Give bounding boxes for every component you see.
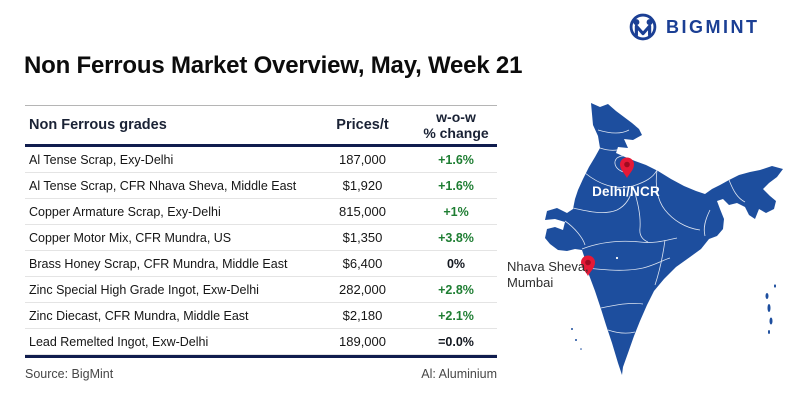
price-cell: $1,920 bbox=[342, 178, 383, 193]
price-cell: 189,000 bbox=[339, 334, 386, 349]
price-cell: 187,000 bbox=[339, 152, 386, 167]
grade-cell: Al Tense Scrap, Exy-Delhi bbox=[29, 152, 174, 167]
table-row: Copper Motor Mix, CFR Mundra, US $1,350 … bbox=[25, 225, 497, 251]
prices-table: Non Ferrous grades Prices/t w-o-w % chan… bbox=[25, 105, 497, 381]
india-landmass bbox=[545, 103, 783, 375]
price-cell: $2,180 bbox=[342, 308, 383, 323]
header-change-line2: % change bbox=[423, 125, 489, 141]
grade-cell: Lead Remelted Ingot, Exw-Delhi bbox=[29, 334, 209, 349]
delhi-label: Delhi/NCR bbox=[592, 184, 660, 199]
change-cell: +1% bbox=[443, 204, 469, 219]
nhava-sheva-label: Nhava Sheva, Mumbai bbox=[507, 259, 602, 292]
change-cell: +2.8% bbox=[438, 282, 474, 297]
change-cell: +3.8% bbox=[438, 230, 474, 245]
india-map: Delhi/NCR Nhava Sheva, Mumbai bbox=[505, 90, 800, 400]
price-cell: $1,350 bbox=[342, 230, 383, 245]
table-row: Lead Remelted Ingot, Exw-Delhi 189,000 =… bbox=[25, 329, 497, 355]
table-header-row: Non Ferrous grades Prices/t w-o-w % chan… bbox=[25, 105, 497, 147]
delhi-pin-icon bbox=[620, 157, 634, 178]
table-row: Copper Armature Scrap, Exy-Delhi 815,000… bbox=[25, 199, 497, 225]
state-borders bbox=[564, 129, 746, 334]
legend-note: Al: Aluminium bbox=[421, 367, 497, 381]
source-note: Source: BigMint bbox=[25, 367, 114, 381]
page-title: Non Ferrous Market Overview, May, Week 2… bbox=[24, 52, 523, 79]
change-cell: 0% bbox=[446, 256, 466, 271]
grade-cell: Zinc Special High Grade Ingot, Exw-Delhi bbox=[29, 282, 259, 297]
brand-logo: BIGMINT bbox=[628, 12, 760, 42]
bigmint-logo-icon bbox=[629, 13, 657, 41]
price-cell: 815,000 bbox=[339, 204, 386, 219]
grade-cell: Copper Motor Mix, CFR Mundra, US bbox=[29, 230, 232, 245]
price-cell: $6,400 bbox=[342, 256, 383, 271]
change-cell: +1.6% bbox=[438, 152, 474, 167]
table-row: Zinc Special High Grade Ingot, Exw-Delhi… bbox=[25, 277, 497, 303]
grade-cell: Copper Armature Scrap, Exy-Delhi bbox=[29, 204, 221, 219]
table-row: Zinc Diecast, CFR Mundra, Middle East $2… bbox=[25, 303, 497, 329]
price-cell: 282,000 bbox=[339, 282, 386, 297]
header-prices: Prices/t bbox=[336, 117, 389, 133]
nhava-sheva-label-line1: Nhava Sheva, bbox=[507, 259, 589, 274]
header-grades: Non Ferrous grades bbox=[29, 117, 167, 133]
lakshadweep-islands bbox=[571, 328, 582, 350]
table-bottom-rule bbox=[25, 355, 497, 358]
brand-name: BIGMINT bbox=[666, 16, 760, 37]
change-cell: +1.6% bbox=[438, 178, 474, 193]
mumbai-pin-icon bbox=[581, 255, 595, 276]
table-row: Brass Honey Scrap, CFR Mundra, Middle Ea… bbox=[25, 251, 497, 277]
india-map-svg bbox=[545, 103, 783, 375]
change-cell: +2.1% bbox=[438, 308, 474, 323]
change-cell: =0.0% bbox=[438, 334, 474, 349]
grade-cell: Al Tense Scrap, CFR Nhava Sheva, Middle … bbox=[29, 178, 297, 193]
table-row: Al Tense Scrap, CFR Nhava Sheva, Middle … bbox=[25, 173, 497, 199]
table-row: Al Tense Scrap, Exy-Delhi 187,000 +1.6% bbox=[25, 147, 497, 173]
header-change: w-o-w % change bbox=[415, 109, 497, 141]
header-change-line1: w-o-w bbox=[436, 108, 476, 125]
table-footer: Source: BigMint Al: Aluminium bbox=[25, 367, 497, 381]
grade-cell: Brass Honey Scrap, CFR Mundra, Middle Ea… bbox=[29, 256, 288, 271]
nhava-sheva-label-line2: Mumbai bbox=[507, 275, 554, 291]
grade-cell: Zinc Diecast, CFR Mundra, Middle East bbox=[29, 308, 249, 323]
city-dot bbox=[615, 256, 619, 260]
andaman-islands bbox=[765, 284, 776, 334]
